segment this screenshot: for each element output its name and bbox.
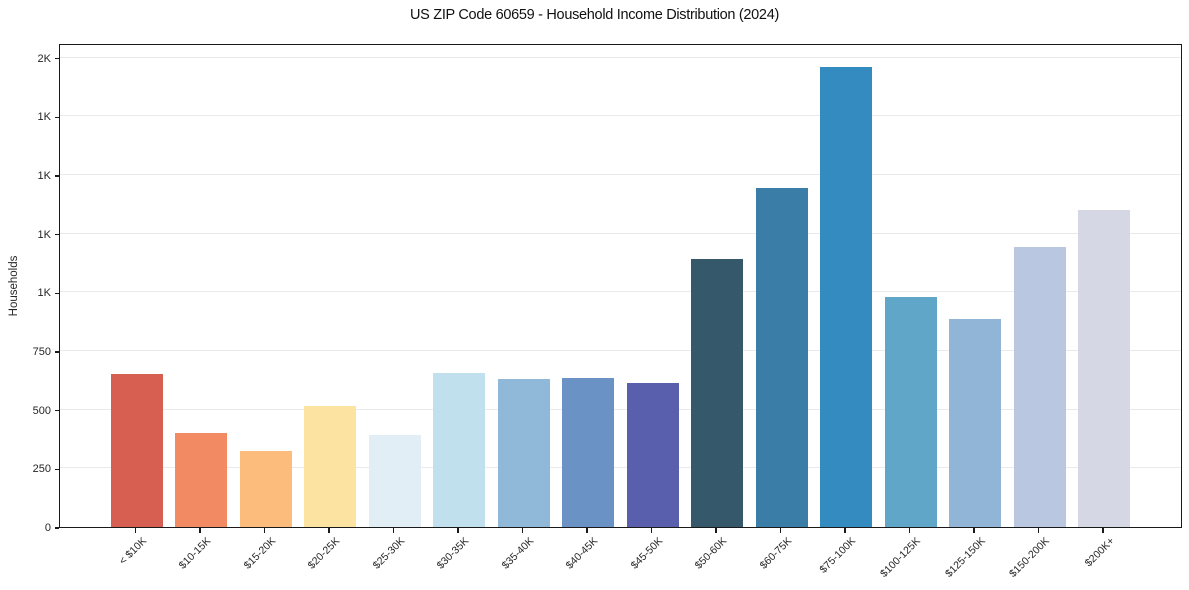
y-tick-label: 2K	[37, 52, 51, 65]
x-tick-mark	[263, 528, 266, 533]
y-tick-mark	[54, 292, 59, 294]
bar-11	[755, 188, 808, 527]
x-tick-label: $60-75K	[757, 535, 794, 572]
x-tick-label: $25-30K	[370, 535, 407, 572]
x-tick-label: $200K+	[1082, 535, 1117, 570]
y-tick-label: 1K	[37, 111, 51, 124]
chart-title: US ZIP Code 60659 - Household Income Dis…	[409, 7, 779, 23]
y-tick-label: 750	[32, 345, 51, 358]
bar-8	[562, 378, 614, 527]
bar-14	[949, 319, 1001, 527]
y-tick-label: 250	[32, 463, 51, 476]
x-tick-label: $40-45K	[563, 535, 601, 572]
y-tick-mark	[54, 351, 59, 353]
x-tick-mark	[392, 528, 395, 533]
x-tick-mark	[715, 528, 717, 533]
gridline	[60, 349, 1181, 351]
x-tick-mark	[521, 528, 524, 533]
y-tick-mark	[54, 409, 59, 412]
gridline	[60, 173, 1181, 175]
y-tick-label: 1K	[37, 228, 51, 241]
y-tick-label: 1K	[37, 287, 51, 300]
y-tick-mark	[54, 527, 59, 529]
y-tick-mark	[54, 57, 59, 60]
x-tick-label: $150-200K	[1007, 535, 1052, 580]
bar-12	[820, 67, 872, 527]
y-tick-label: 500	[32, 404, 51, 417]
plot-area	[59, 44, 1182, 528]
bar-9	[626, 383, 679, 527]
x-tick-label: < $10K	[116, 535, 149, 568]
x-tick-mark	[1037, 528, 1040, 533]
bar-6	[433, 373, 485, 527]
x-tick-mark	[328, 528, 330, 533]
x-tick-label: $20-25K	[305, 535, 343, 572]
x-tick-label: $45-50K	[628, 535, 665, 572]
x-tick-label: $125-150K	[942, 535, 988, 580]
x-tick-label: $50-60K	[692, 535, 730, 572]
y-tick-label: 1K	[37, 169, 51, 182]
x-tick-mark	[779, 528, 782, 533]
gridline	[60, 232, 1181, 234]
x-tick-label: $100-125K	[878, 535, 923, 580]
bar-7	[497, 379, 550, 527]
gridline	[60, 115, 1181, 117]
gridline	[60, 291, 1181, 293]
bar-16	[1078, 210, 1130, 527]
x-tick-label: $35-40K	[499, 535, 536, 572]
y-tick-mark	[54, 175, 59, 177]
gridline	[60, 56, 1181, 58]
x-tick-label: $30-35K	[434, 535, 472, 572]
x-tick-mark	[199, 528, 201, 533]
x-tick-mark	[457, 528, 459, 533]
x-tick-mark	[650, 528, 653, 533]
x-tick-mark	[973, 528, 975, 533]
bar-4	[304, 406, 356, 527]
x-tick-label: $15-20K	[241, 535, 278, 572]
bar-5	[368, 435, 421, 527]
bar-10	[691, 259, 743, 527]
x-tick-mark	[134, 528, 137, 533]
bar-15	[1013, 247, 1066, 527]
y-tick-mark	[54, 116, 59, 118]
gridline	[60, 467, 1181, 469]
y-tick-mark	[54, 468, 59, 470]
bar-13	[884, 297, 937, 527]
x-tick-label: $75-100K	[817, 535, 859, 576]
y-tick-mark	[54, 233, 59, 236]
x-tick-mark	[844, 528, 846, 533]
x-tick-mark	[908, 528, 911, 533]
bar-3	[239, 451, 292, 527]
x-tick-label: $10-15K	[176, 535, 214, 572]
bar-2	[175, 433, 227, 527]
bar-1	[110, 374, 163, 527]
y-tick-label: 0	[44, 522, 51, 534]
gridline	[60, 408, 1181, 410]
x-tick-mark	[586, 528, 588, 533]
x-tick-mark	[1102, 528, 1104, 533]
